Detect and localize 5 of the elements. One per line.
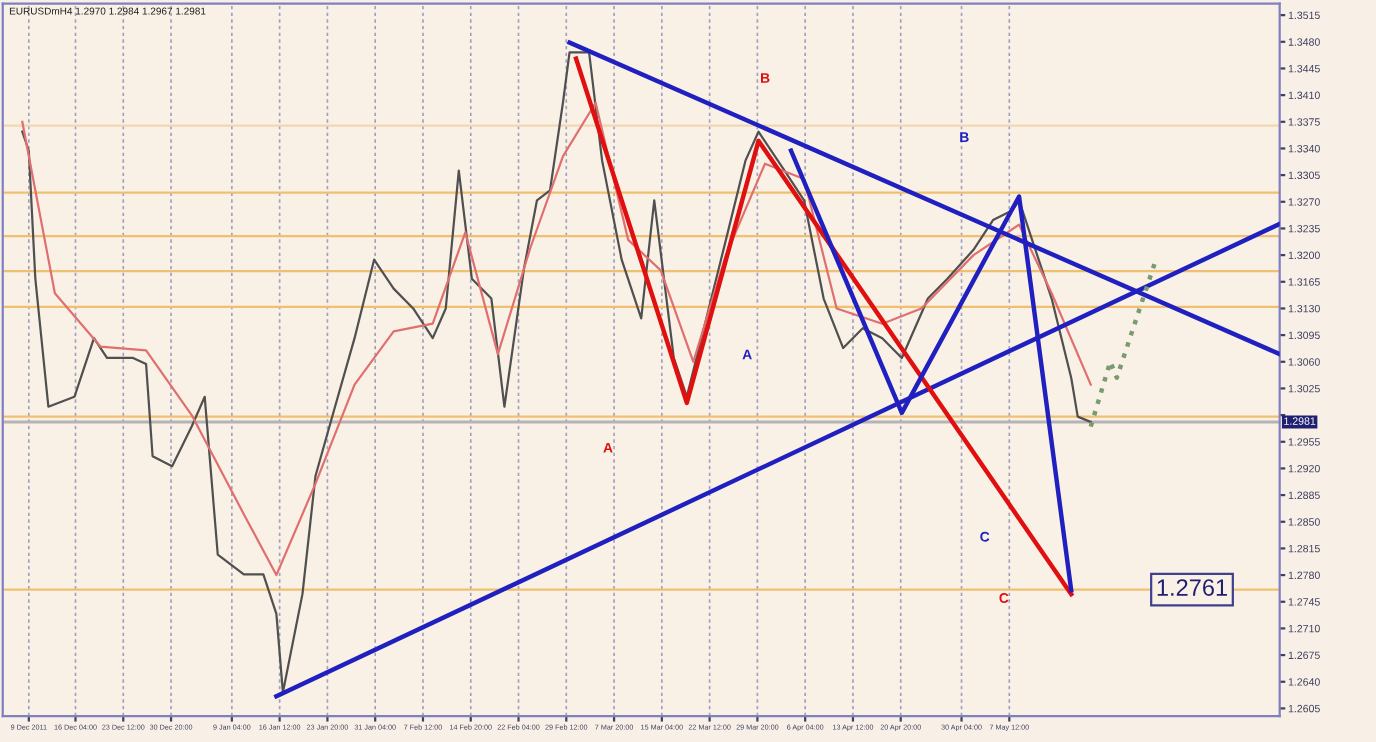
annotation: 1.2761 (1157, 579, 1227, 596)
line-series (21, 51, 1092, 694)
line-series (573, 56, 1074, 597)
line-series (1088, 257, 1159, 429)
line-series (21, 101, 1092, 577)
